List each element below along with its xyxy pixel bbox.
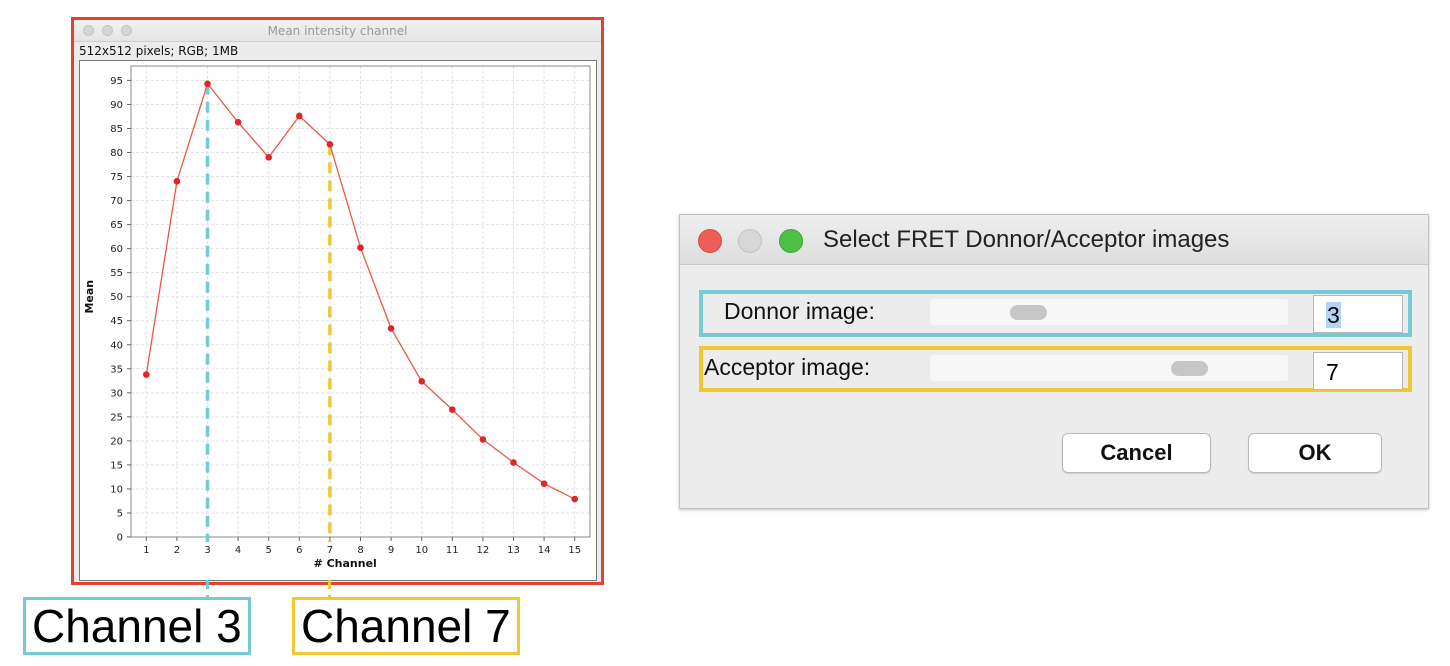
y-tick-label: 75 bbox=[110, 172, 123, 183]
y-tick-label: 45 bbox=[110, 316, 123, 327]
zoom-window-button[interactable] bbox=[121, 25, 132, 36]
donor-channel-value: 3 bbox=[1326, 302, 1341, 328]
data-point bbox=[418, 377, 426, 385]
data-point bbox=[510, 459, 517, 466]
fret-select-dialog: Select FRET Donnor/Acceptor images Donno… bbox=[679, 214, 1429, 509]
acceptor-image-label: Acceptor image: bbox=[704, 354, 871, 380]
x-tick-label: 6 bbox=[296, 545, 302, 556]
donor-channel-field[interactable]: 3 bbox=[1313, 295, 1403, 333]
image-info: 512x512 pixels; RGB; 1MB bbox=[79, 44, 239, 58]
ok-button[interactable]: OK bbox=[1248, 433, 1382, 473]
x-tick-label: 11 bbox=[446, 545, 459, 556]
y-tick-label: 0 bbox=[117, 533, 123, 544]
x-tick-label: 7 bbox=[327, 545, 333, 556]
acceptor-slider-thumb[interactable] bbox=[1170, 361, 1208, 376]
x-tick-label: 3 bbox=[204, 545, 210, 556]
plot-window-title: Mean intensity channel bbox=[267, 24, 408, 38]
cancel-button[interactable]: Cancel bbox=[1062, 433, 1211, 473]
data-point bbox=[326, 141, 334, 148]
x-tick-label: 10 bbox=[415, 545, 428, 556]
data-point bbox=[479, 436, 487, 443]
zoom-window-button[interactable] bbox=[779, 229, 803, 253]
dialog-title: Select FRET Donnor/Acceptor images bbox=[823, 226, 1230, 253]
close-window-button[interactable] bbox=[83, 25, 94, 36]
data-point bbox=[204, 80, 211, 88]
donor-slider[interactable] bbox=[930, 299, 1288, 325]
data-point bbox=[357, 244, 364, 251]
y-tick-label: 35 bbox=[110, 364, 123, 375]
y-tick-label: 15 bbox=[110, 460, 123, 471]
x-tick-label: 9 bbox=[388, 545, 394, 556]
data-point bbox=[265, 154, 272, 161]
data-point bbox=[449, 406, 456, 413]
x-tick-label: 8 bbox=[357, 545, 363, 556]
acceptor-channel-field[interactable]: 7 bbox=[1313, 352, 1403, 390]
x-tick-label: 1 bbox=[143, 545, 149, 556]
y-tick-label: 10 bbox=[110, 484, 123, 495]
x-tick-label: 2 bbox=[174, 545, 180, 556]
donor-highlight-frame bbox=[699, 290, 1412, 337]
x-tick-label: 14 bbox=[538, 545, 551, 556]
minimize-window-button[interactable] bbox=[738, 229, 762, 253]
x-tick-label: 4 bbox=[235, 545, 241, 556]
y-tick-label: 50 bbox=[110, 292, 123, 303]
channel-7-line-extension bbox=[328, 580, 332, 597]
y-tick-label: 55 bbox=[110, 268, 123, 279]
y-tick-label: 20 bbox=[110, 436, 123, 447]
y-axis-label: Mean bbox=[83, 280, 96, 314]
y-tick-label: 85 bbox=[110, 124, 123, 135]
acceptor-highlight-frame bbox=[699, 346, 1412, 392]
data-point bbox=[173, 178, 181, 185]
close-window-button[interactable] bbox=[698, 229, 722, 253]
acceptor-channel-value: 7 bbox=[1326, 359, 1339, 385]
plot-titlebar: Mean intensity channel bbox=[74, 20, 601, 42]
y-tick-label: 80 bbox=[110, 148, 123, 159]
data-point bbox=[540, 480, 548, 487]
x-tick-label: 13 bbox=[507, 545, 520, 556]
data-point bbox=[387, 325, 395, 332]
data-point bbox=[234, 118, 242, 126]
channel-3-line-extension bbox=[206, 580, 209, 597]
y-tick-label: 25 bbox=[110, 412, 123, 423]
y-tick-label: 65 bbox=[110, 220, 123, 231]
chart-series bbox=[143, 80, 578, 503]
dialog-titlebar: Select FRET Donnor/Acceptor images bbox=[680, 215, 1428, 265]
plot-panel: 0 5 10 15 20 25 30 35 40 45 50 55 60 65 70 75 80 85 90 95 1 2… bbox=[79, 60, 597, 581]
acceptor-slider[interactable] bbox=[930, 355, 1288, 381]
donor-slider-thumb[interactable] bbox=[1010, 305, 1048, 320]
y-tick-label: 90 bbox=[110, 100, 123, 111]
channel-3-label: Channel 3 bbox=[23, 597, 251, 655]
x-tick-label: 12 bbox=[477, 545, 490, 556]
y-tick-label: 30 bbox=[110, 388, 123, 399]
data-point bbox=[143, 371, 150, 378]
x-tick-label: 15 bbox=[568, 545, 581, 556]
x-axis-label: # Channel bbox=[314, 557, 377, 570]
data-point bbox=[296, 112, 303, 120]
x-tick-label: 5 bbox=[266, 545, 272, 556]
minimize-window-button[interactable] bbox=[102, 25, 113, 36]
data-point bbox=[571, 495, 578, 503]
donor-image-label: Donnor image: bbox=[724, 298, 875, 324]
y-tick-label: 70 bbox=[110, 196, 123, 207]
y-tick-label: 95 bbox=[110, 76, 123, 87]
y-tick-label: 40 bbox=[110, 340, 123, 351]
channel-7-label: Channel 7 bbox=[292, 597, 520, 655]
y-tick-label: 60 bbox=[110, 244, 123, 255]
channel-marker-lines bbox=[205, 83, 332, 542]
y-tick-label: 5 bbox=[117, 508, 123, 519]
chart-grid bbox=[131, 66, 590, 538]
plot-window: Mean intensity channel 512x512 pixels; R… bbox=[71, 17, 604, 585]
